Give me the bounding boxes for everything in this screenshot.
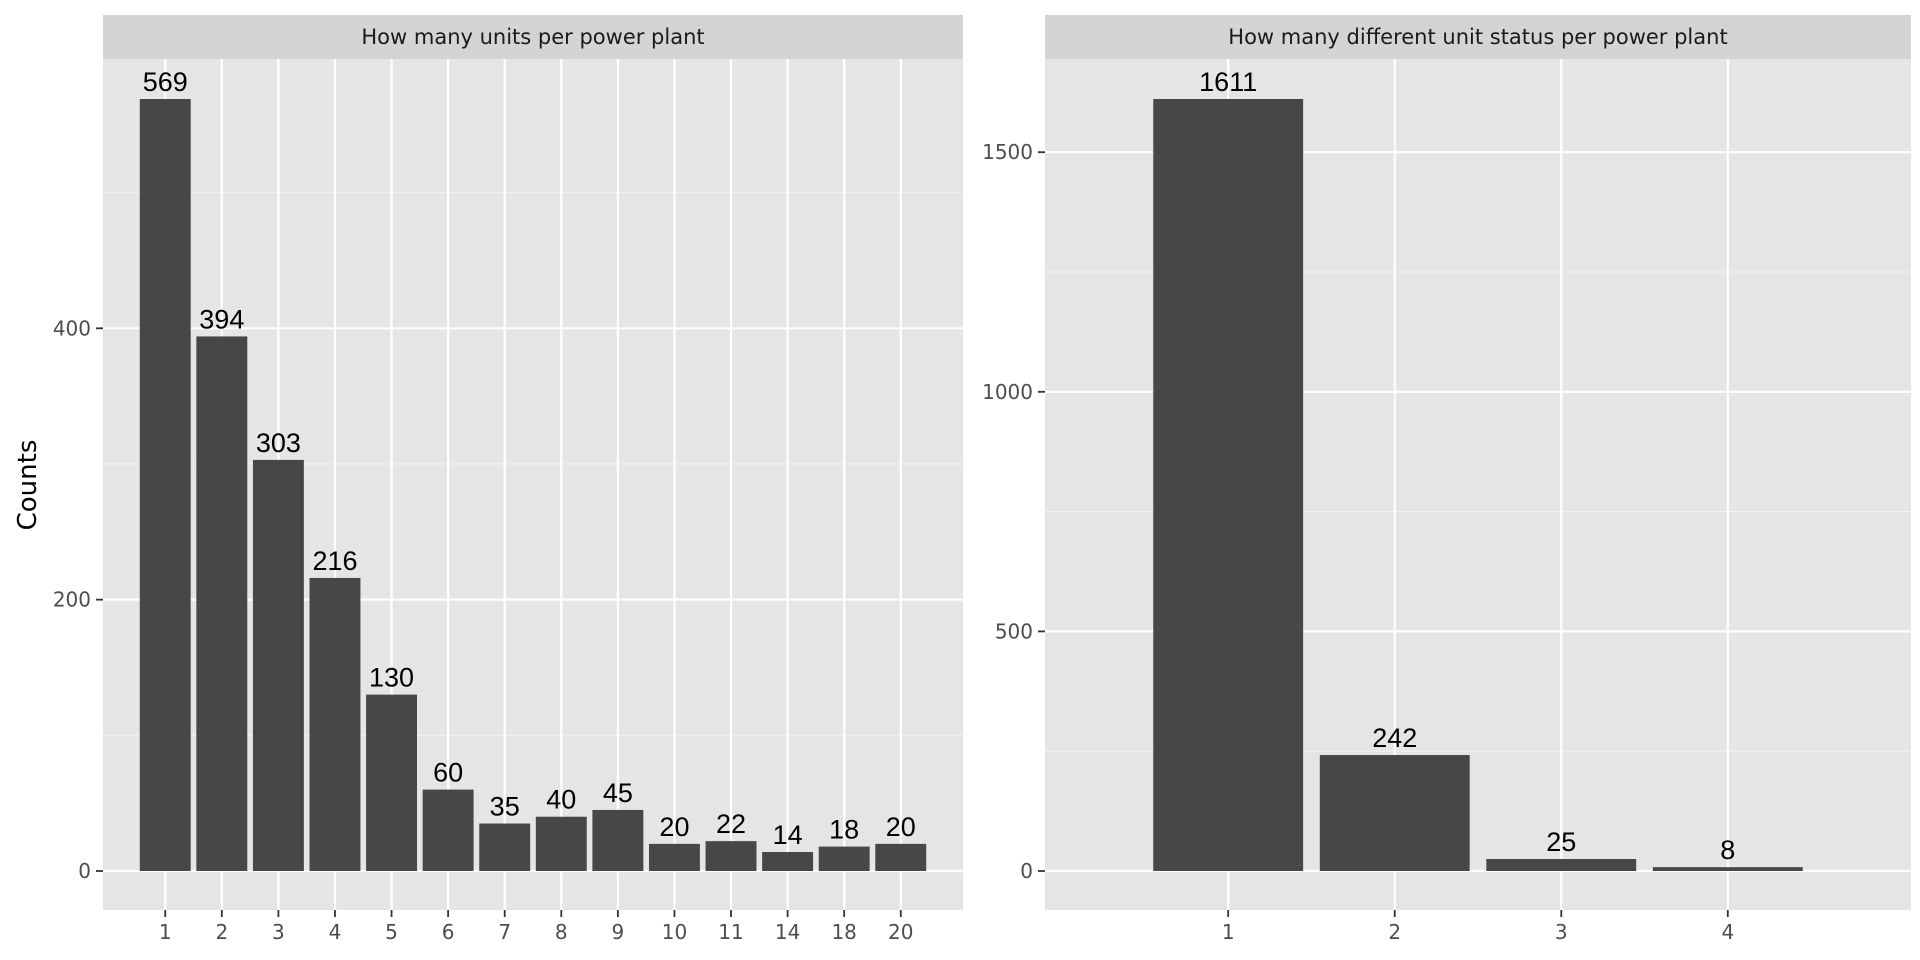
bar-5 <box>366 694 418 871</box>
bar-value-label: 25 <box>1546 827 1576 857</box>
bar-value-label: 1611 <box>1199 67 1257 97</box>
x-tick-label: 2 <box>215 920 228 944</box>
bar-value-label: 394 <box>199 304 244 334</box>
x-tick-label: 18 <box>831 920 856 944</box>
y-tick-label: 1500 <box>982 140 1033 164</box>
bar-value-label: 242 <box>1372 723 1417 753</box>
x-tick-label: 4 <box>1721 920 1734 944</box>
bar-2 <box>1319 755 1470 871</box>
bar-value-label: 20 <box>659 812 689 842</box>
y-axis-title: Counts <box>13 440 43 531</box>
bar-value-label: 35 <box>490 792 520 822</box>
x-tick-label: 11 <box>718 920 743 944</box>
bar-value-label: 130 <box>369 663 414 693</box>
bar-value-label: 60 <box>433 758 463 788</box>
bar-11 <box>705 841 757 871</box>
bar-1 <box>139 99 191 871</box>
y-tick-label: 200 <box>53 588 91 612</box>
x-tick-label: 1 <box>1222 920 1235 944</box>
x-tick-label: 5 <box>385 920 398 944</box>
bar-10 <box>648 843 700 871</box>
x-tick-label: 14 <box>775 920 800 944</box>
bar-value-label: 40 <box>546 785 576 815</box>
panel-strip <box>1045 15 1911 59</box>
panel-status-per-plant: How many different unit status per power… <box>982 15 1911 944</box>
bar-1 <box>1153 99 1304 871</box>
bar-value-label: 22 <box>716 809 746 839</box>
y-tick-label: 400 <box>53 316 91 340</box>
panel-strip <box>103 15 963 59</box>
bar-value-label: 569 <box>143 67 188 97</box>
panel-title: How many units per power plant <box>361 25 704 49</box>
y-tick-label: 1000 <box>982 380 1033 404</box>
bar-6 <box>422 789 474 871</box>
x-tick-label: 1 <box>159 920 172 944</box>
x-tick-label: 3 <box>1555 920 1568 944</box>
bar-20 <box>875 843 927 871</box>
bar-7 <box>479 823 531 871</box>
x-tick-label: 8 <box>555 920 568 944</box>
bar-8 <box>535 816 587 871</box>
bar-2 <box>196 336 248 871</box>
x-tick-label: 9 <box>612 920 625 944</box>
bar-14 <box>762 852 814 871</box>
bar-value-label: 14 <box>773 820 803 850</box>
x-tick-label: 4 <box>329 920 342 944</box>
y-tick-label: 0 <box>1020 859 1033 883</box>
x-tick-label: 10 <box>662 920 687 944</box>
bar-4 <box>309 577 361 871</box>
bar-value-label: 45 <box>603 778 633 808</box>
x-tick-label: 2 <box>1388 920 1401 944</box>
bar-3 <box>1486 859 1637 871</box>
bar-value-label: 18 <box>829 815 859 845</box>
bar-4 <box>1652 867 1803 871</box>
bar-18 <box>818 846 870 871</box>
panel-units-per-plant: How many units per power plant 020040056… <box>53 15 963 944</box>
bar-value-label: 216 <box>312 546 357 576</box>
bar-value-label: 303 <box>256 428 301 458</box>
x-tick-label: 20 <box>888 920 913 944</box>
bar-value-label: 20 <box>886 812 916 842</box>
x-tick-label: 6 <box>442 920 455 944</box>
bar-9 <box>592 809 644 871</box>
bar-3 <box>252 459 304 871</box>
x-tick-label: 3 <box>272 920 285 944</box>
bar-value-label: 8 <box>1720 835 1735 865</box>
x-tick-label: 7 <box>498 920 511 944</box>
y-tick-label: 500 <box>995 619 1033 643</box>
y-tick-label: 0 <box>78 859 91 883</box>
panel-title: How many different unit status per power… <box>1228 25 1727 49</box>
